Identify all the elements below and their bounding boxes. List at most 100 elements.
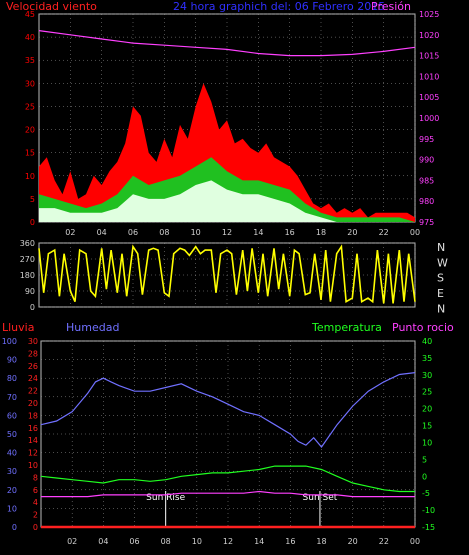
dewpoint-series [41, 490, 415, 498]
x-tick-label: 18 [316, 537, 326, 546]
x-tick-label: 02 [65, 228, 75, 237]
x-tick-label: 22 [379, 228, 389, 237]
temperature-tick-label: 15 [422, 422, 432, 431]
right-tick-label: 990 [419, 156, 434, 165]
temperature-tick-label: 0 [422, 472, 427, 481]
x-tick-label: 02 [67, 537, 77, 546]
temperature-tick-label: 40 [422, 337, 432, 346]
rain-tick-label: 10 [28, 461, 38, 470]
right-tick-label: 1005 [419, 93, 439, 102]
rain-tick-label: 16 [28, 424, 38, 433]
temperature-tick-label: 25 [422, 388, 432, 397]
compass-label: N [437, 302, 445, 315]
temperature-tick-label: 5 [422, 455, 427, 464]
x-tick-label: 10 [192, 537, 202, 546]
direction-tick-label: 90 [25, 287, 35, 296]
compass-label: N [437, 241, 445, 254]
wind-title: Velocidad viento [6, 0, 97, 13]
x-tick-label: 18 [316, 228, 326, 237]
left-tick-label: 45 [25, 10, 35, 19]
direction-tick-label: 360 [20, 239, 35, 248]
min-wind-series [39, 180, 415, 222]
left-tick-label: 40 [25, 33, 35, 42]
x-tick-label: 06 [128, 228, 138, 237]
left-tick-label: 20 [25, 126, 35, 135]
rain-tick-label: 24 [28, 374, 38, 383]
rain-tick-label: 12 [28, 449, 38, 458]
right-tick-label: 1025 [419, 10, 439, 19]
temperature-tick-label: -5 [422, 489, 430, 498]
pressure-title: Presión [371, 0, 411, 13]
humidity-tick-label: 0 [12, 523, 17, 532]
left-tick-label: 35 [25, 56, 35, 65]
date-title: 24 hora graphich del: 06 Febrero 2015 [173, 0, 385, 13]
left-tick-label: 10 [25, 172, 35, 181]
direction-tick-label: 180 [20, 271, 35, 280]
left-tick-label: 25 [25, 102, 35, 111]
dewpoint-title: Punto rocio [392, 321, 454, 334]
humidity-series [40, 372, 416, 448]
x-tick-label: 12 [223, 537, 233, 546]
x-tick-label: 22 [379, 537, 389, 546]
x-tick-label: 00 [410, 228, 420, 237]
left-tick-label: 5 [30, 195, 35, 204]
rain-tick-label: 20 [28, 399, 38, 408]
temperature-tick-label: -15 [422, 523, 435, 532]
x-tick-label: 10 [191, 228, 201, 237]
x-tick-label: 14 [253, 228, 263, 237]
right-tick-label: 1010 [419, 72, 439, 81]
direction-tick-label: 0 [30, 303, 35, 312]
x-tick-label: 16 [285, 537, 295, 546]
humidity-tick-label: 20 [7, 486, 17, 495]
x-tick-label: 20 [347, 228, 357, 237]
rain-tick-label: 28 [28, 349, 38, 358]
right-tick-label: 980 [419, 197, 434, 206]
x-tick-label: 08 [161, 537, 171, 546]
temperature-tick-label: -10 [422, 506, 435, 515]
temperature-humidity-panel: 0102030405060708090100024681012141618202… [2, 337, 435, 546]
temperature-series [40, 465, 415, 493]
right-tick-label: 1000 [419, 114, 439, 123]
right-tick-label: 975 [419, 218, 434, 227]
x-tick-label: 00 [410, 537, 420, 546]
right-tick-label: 1015 [419, 52, 439, 61]
compass-label: S [437, 272, 444, 285]
direction-tick-label: 270 [20, 255, 35, 264]
right-tick-label: 995 [419, 135, 434, 144]
x-tick-label: 16 [285, 228, 295, 237]
rain-tick-label: 30 [28, 337, 38, 346]
wind-speed-panel: 0510152025303540459759809859909951000100… [25, 10, 440, 237]
x-tick-label: 08 [159, 228, 169, 237]
humidity-tick-label: 100 [2, 337, 17, 346]
left-tick-label: 30 [25, 79, 35, 88]
rain-tick-label: 0 [33, 523, 38, 532]
x-tick-label: 20 [348, 537, 358, 546]
compass-label: E [437, 287, 444, 300]
x-tick-label: 14 [254, 537, 264, 546]
humidity-tick-label: 80 [7, 374, 17, 383]
rain-tick-label: 6 [33, 486, 38, 495]
right-tick-label: 985 [419, 176, 434, 185]
right-tick-label: 1020 [419, 31, 439, 40]
rain-title: Lluvia [2, 321, 34, 334]
left-tick-label: 0 [30, 218, 35, 227]
rain-tick-label: 8 [33, 473, 38, 482]
humidity-tick-label: 50 [7, 430, 17, 439]
x-tick-label: 12 [222, 228, 232, 237]
temperature-tick-label: 20 [422, 405, 432, 414]
temperature-tick-label: 30 [422, 371, 432, 380]
rain-tick-label: 26 [28, 362, 38, 371]
rain-tick-label: 2 [33, 511, 38, 520]
humidity-title: Humedad [66, 321, 119, 334]
x-tick-label: 04 [98, 537, 108, 546]
direction-series [38, 244, 416, 304]
rain-tick-label: 14 [28, 436, 38, 445]
humidity-tick-label: 70 [7, 393, 17, 402]
humidity-tick-label: 10 [7, 504, 17, 513]
left-tick-label: 15 [25, 149, 35, 158]
sunset-label: Sun Set [303, 493, 338, 503]
temperature-title: Temperatura [311, 321, 382, 334]
